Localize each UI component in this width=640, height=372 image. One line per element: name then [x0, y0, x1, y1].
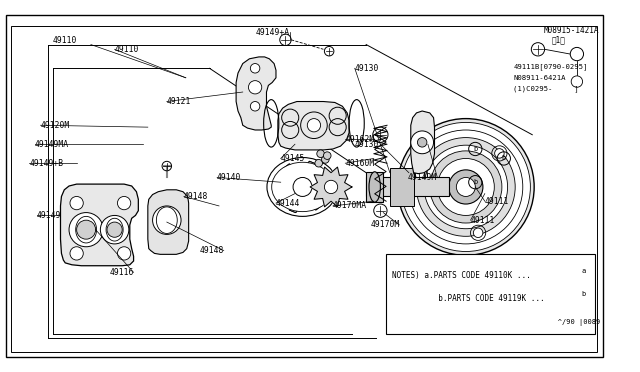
Polygon shape: [236, 57, 276, 130]
Text: M08915-1421A: M08915-1421A: [543, 26, 599, 35]
Text: 49120M: 49120M: [40, 121, 70, 130]
Polygon shape: [276, 161, 329, 213]
Circle shape: [424, 145, 508, 229]
Text: 49144: 49144: [276, 199, 300, 208]
Text: 49140: 49140: [217, 173, 241, 182]
Text: 49130: 49130: [355, 140, 379, 149]
Text: 49130: 49130: [355, 64, 379, 73]
Ellipse shape: [272, 162, 333, 212]
Circle shape: [152, 206, 181, 234]
Text: 49111B[0790-0295]: 49111B[0790-0295]: [513, 64, 588, 70]
Circle shape: [250, 102, 260, 111]
Circle shape: [293, 177, 312, 196]
Circle shape: [474, 228, 483, 238]
Circle shape: [107, 222, 122, 237]
Bar: [386, 254, 595, 334]
Circle shape: [315, 160, 323, 167]
Text: 49111: 49111: [470, 216, 495, 225]
Ellipse shape: [369, 172, 380, 202]
Polygon shape: [148, 190, 189, 254]
Text: 49160M: 49160M: [345, 159, 374, 168]
Polygon shape: [278, 102, 349, 150]
Circle shape: [77, 220, 95, 239]
Circle shape: [323, 152, 331, 160]
Text: 49110: 49110: [53, 36, 77, 45]
Text: 49148: 49148: [184, 192, 208, 201]
Polygon shape: [366, 172, 383, 202]
Text: 49110: 49110: [115, 45, 139, 54]
Text: （1）: （1）: [551, 35, 565, 44]
Circle shape: [250, 64, 260, 73]
Circle shape: [324, 180, 338, 193]
Text: 49148: 49148: [200, 246, 224, 255]
Text: 49149: 49149: [36, 211, 61, 220]
Text: 49149+A: 49149+A: [256, 28, 290, 37]
Circle shape: [417, 138, 515, 236]
Text: NOTES) a.PARTS CODE 49110K ...: NOTES) a.PARTS CODE 49110K ...: [392, 272, 540, 280]
Text: b: b: [581, 291, 586, 297]
Text: N08911-6421A: N08911-6421A: [513, 75, 566, 81]
Circle shape: [69, 212, 103, 247]
Polygon shape: [411, 111, 435, 174]
Circle shape: [293, 177, 312, 196]
Circle shape: [70, 196, 83, 210]
Text: 49111: 49111: [485, 197, 509, 206]
Circle shape: [401, 122, 531, 251]
Polygon shape: [61, 184, 138, 266]
Polygon shape: [276, 161, 329, 213]
Text: 49149MA: 49149MA: [35, 140, 69, 149]
Circle shape: [571, 76, 582, 87]
Text: b: b: [502, 155, 506, 161]
Circle shape: [118, 196, 131, 210]
Circle shape: [495, 149, 504, 158]
Circle shape: [415, 170, 425, 179]
Text: 49145: 49145: [281, 154, 305, 163]
Circle shape: [429, 151, 502, 223]
Text: b: b: [473, 179, 477, 185]
Circle shape: [317, 150, 324, 157]
Text: 49170MA: 49170MA: [333, 201, 367, 211]
Circle shape: [570, 47, 584, 61]
Polygon shape: [366, 177, 449, 196]
Circle shape: [437, 158, 494, 215]
Circle shape: [248, 81, 262, 94]
Text: b: b: [473, 146, 477, 152]
Circle shape: [417, 138, 427, 147]
Circle shape: [100, 215, 129, 244]
Circle shape: [397, 119, 534, 255]
Circle shape: [449, 170, 483, 204]
Circle shape: [118, 247, 131, 260]
Text: 49170M: 49170M: [370, 221, 399, 230]
Text: 49162M: 49162M: [345, 135, 374, 144]
Circle shape: [456, 177, 476, 196]
Circle shape: [70, 247, 83, 260]
Circle shape: [411, 131, 433, 154]
Circle shape: [321, 155, 329, 163]
Text: 49149M: 49149M: [408, 173, 437, 182]
Text: 49121: 49121: [167, 97, 191, 106]
Text: b.PARTS CODE 49119K ...: b.PARTS CODE 49119K ...: [392, 294, 554, 303]
Polygon shape: [310, 167, 352, 207]
Text: a: a: [581, 269, 586, 275]
Text: 49116: 49116: [109, 268, 134, 277]
Circle shape: [307, 119, 321, 132]
Text: ^/90 |0089: ^/90 |0089: [392, 320, 600, 327]
Polygon shape: [390, 168, 413, 206]
Text: (1)C0295-     ]: (1)C0295- ]: [513, 86, 579, 92]
Text: 49149+B: 49149+B: [29, 159, 63, 168]
